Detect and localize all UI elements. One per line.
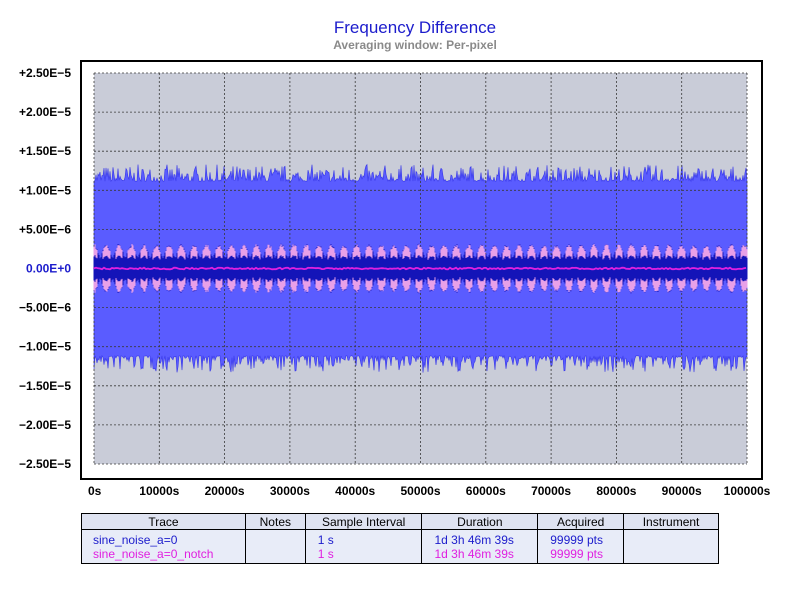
trace-acquired: 99999 pts (537, 547, 625, 564)
column-header-trace[interactable]: Trace (81, 513, 246, 530)
trace-instrument (623, 529, 719, 547)
y-tick-label: +2.50E−5 (19, 66, 71, 80)
table-row[interactable]: sine_noise_a=0 1 s 1d 3h 46m 39s 99999 p… (81, 529, 719, 547)
trace-name[interactable]: sine_noise_a=0 (81, 529, 246, 547)
y-tick-label: +1.50E−5 (19, 144, 71, 158)
x-tick-label: 60000s (466, 484, 506, 498)
x-tick-label: 50000s (400, 484, 440, 498)
y-tick-label: −1.00E−5 (19, 340, 71, 354)
y-tick-label: 0.00E+0 (26, 262, 71, 276)
x-tick-label: 30000s (270, 484, 310, 498)
x-axis-ticks: 0s 10000s 20000s 30000s 40000s 50000s 60000s 70… (88, 484, 771, 498)
y-tick-label: −5.00E−6 (19, 301, 71, 315)
series-sine_noise_a=0_notch-envelope (93, 243, 748, 294)
column-header-duration[interactable]: Duration (421, 513, 539, 530)
chart-title: Frequency Difference (333, 18, 497, 37)
column-header-notes[interactable]: Notes (244, 513, 306, 530)
x-tick-label: 20000s (205, 484, 245, 498)
notch-trace-layer (93, 243, 748, 294)
x-tick-label: 90000s (662, 484, 702, 498)
trace-sample-interval: 1 s (304, 547, 423, 564)
table-row[interactable]: sine_noise_a=0_notch 1 s 1d 3h 46m 39s 9… (81, 547, 719, 564)
x-tick-label: 70000s (531, 484, 571, 498)
x-tick-label: 10000s (139, 484, 179, 498)
frequency-difference-chart: +2.50E−5 +2.00E−5 +1.50E−5 +1.00E−5 +5.00E−6… (19, 60, 771, 498)
y-tick-label: +2.00E−5 (19, 105, 71, 119)
y-tick-label: +5.00E−6 (19, 222, 71, 236)
trace-acquired: 99999 pts (537, 529, 625, 547)
trace-notes (244, 547, 306, 564)
trace-table: Trace Notes Sample Interval Duration Acq… (81, 513, 719, 564)
y-tick-label: −1.50E−5 (19, 379, 71, 393)
series-sine_noise_a=0_notch-centerline (93, 266, 747, 271)
x-tick-label: 40000s (335, 484, 375, 498)
column-header-acquired[interactable]: Acquired (537, 513, 625, 530)
trace-name[interactable]: sine_noise_a=0_notch (81, 547, 246, 564)
trace-duration: 1d 3h 46m 39s (421, 529, 539, 547)
x-tick-label: 100000s (724, 484, 771, 498)
chart-subtitle: Averaging window: Per-pixel (333, 38, 497, 52)
x-tick-label: 0s (88, 484, 102, 498)
trace-duration: 1d 3h 46m 39s (421, 547, 539, 564)
column-header-sample-interval[interactable]: Sample Interval (304, 513, 423, 530)
column-header-instrument[interactable]: Instrument (623, 513, 719, 530)
y-tick-label: +1.00E−5 (19, 183, 71, 197)
y-tick-label: −2.50E−5 (19, 457, 71, 471)
y-axis-ticks: +2.50E−5 +2.00E−5 +1.50E−5 +1.00E−5 +5.00E−6… (19, 66, 71, 471)
table-header-row: Trace Notes Sample Interval Duration Acq… (81, 513, 719, 530)
trace-instrument (623, 547, 719, 564)
trace-notes (244, 529, 306, 547)
x-tick-label: 80000s (596, 484, 636, 498)
trace-sample-interval: 1 s (304, 529, 423, 547)
y-tick-label: −2.00E−5 (19, 418, 71, 432)
